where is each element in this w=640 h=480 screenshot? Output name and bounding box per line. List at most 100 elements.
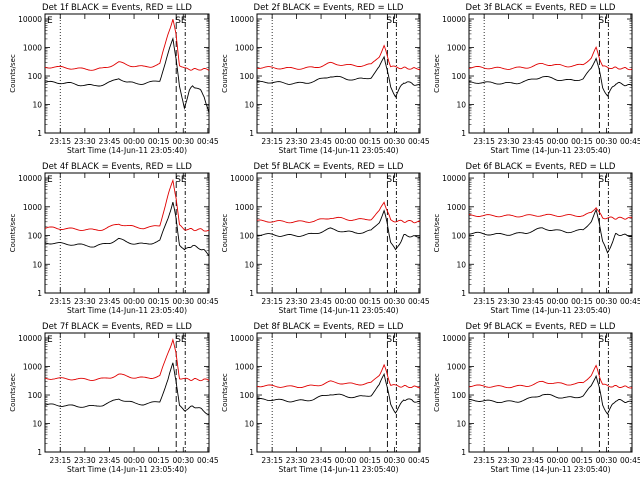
y-tick-label: 100 <box>240 391 255 400</box>
y-tick-label: 10000 <box>18 334 42 343</box>
y-tick-label: 100 <box>28 72 43 81</box>
x-tick-label: 00:45 <box>197 456 219 465</box>
plot-frame <box>44 13 210 134</box>
plot-frame <box>44 172 210 294</box>
y-tick-label: 100 <box>28 391 43 400</box>
x-tick-label: 23:30 <box>74 297 96 306</box>
x-axis-label: Start Time (14-Jun-11 23:05:40) <box>67 146 187 155</box>
x-tick-label: 23:15 <box>261 456 283 465</box>
x-tick-label: 00:00 <box>335 137 357 146</box>
y-tick-label: 1 <box>461 448 466 457</box>
x-tick-label: 00:45 <box>197 297 219 306</box>
x-tick-label: 00:45 <box>408 137 430 146</box>
x-tick-label: 00:00 <box>123 456 145 465</box>
x-tick-label: 00:30 <box>172 297 194 306</box>
x-tick-label: 23:45 <box>310 137 332 146</box>
x-tick-label: 23:30 <box>498 297 520 306</box>
panel-title: Det 8f BLACK = Events, RED = LLD <box>254 322 404 332</box>
x-tick-label: 00:00 <box>123 297 145 306</box>
x-tick-label: 23:30 <box>74 456 96 465</box>
y-tick-label: 1 <box>249 289 254 298</box>
panel-title: Det 2f BLACK = Events, RED = LLD <box>254 3 404 13</box>
x-tick-label: 00:15 <box>148 456 170 465</box>
x-tick-label: 23:45 <box>99 137 121 146</box>
x-tick-label: 23:30 <box>286 297 308 306</box>
x-tick-label: 00:15 <box>571 137 593 146</box>
y-tick-label: 10 <box>32 260 42 269</box>
y-axis-label: Counts/sec <box>433 373 441 412</box>
panel-det-4: Det 4f BLACK = Events, RED = LLD 1 10 100 10… <box>9 162 219 315</box>
panel-title: Det 9f BLACK = Events, RED = LLD <box>466 322 616 332</box>
y-axis-label: Counts/sec <box>9 214 17 253</box>
x-tick-label: 00:45 <box>408 297 430 306</box>
plot-frame <box>44 332 210 453</box>
x-tick-label: 23:45 <box>522 456 544 465</box>
x-tick-label: 00:30 <box>596 456 618 465</box>
panel-title: Det 1f BLACK = Events, RED = LLD <box>42 3 192 13</box>
y-tick-label: 10 <box>244 101 254 110</box>
y-tick-label: 1 <box>461 129 466 138</box>
y-tick-label: 100 <box>452 72 467 81</box>
x-tick-label: 23:15 <box>473 297 495 306</box>
y-tick-label: 10000 <box>442 334 466 343</box>
corner-flag: E <box>47 335 53 345</box>
y-tick-label: 1000 <box>447 44 466 53</box>
top-flags: SL <box>386 335 397 345</box>
series-events <box>468 374 633 415</box>
x-tick-label: 00:15 <box>148 137 170 146</box>
panel-det-7: Det 7f BLACK = Events, RED = LLD 1 10 100 10… <box>9 322 219 474</box>
top-flags: SL <box>598 16 609 26</box>
x-tick-label: 23:15 <box>49 137 71 146</box>
top-flags: SE <box>175 175 187 185</box>
corner-flag: E <box>47 16 53 26</box>
y-tick-label: 10000 <box>442 174 466 183</box>
y-tick-label: 10 <box>456 260 466 269</box>
x-tick-label: 00:30 <box>596 137 618 146</box>
plot-frame <box>468 332 633 453</box>
x-tick-label: 00:15 <box>571 297 593 306</box>
x-tick-label: 00:30 <box>384 456 406 465</box>
panel-title: Det 5f BLACK = Events, RED = LLD <box>254 162 404 172</box>
plot-frame <box>468 13 633 134</box>
top-flags: SE <box>175 16 187 26</box>
x-tick-label: 23:45 <box>99 456 121 465</box>
panel-title: Det 4f BLACK = Events, RED = LLD <box>42 162 192 172</box>
series-lld <box>468 207 633 220</box>
y-tick-label: 10 <box>244 260 254 269</box>
x-tick-label: 00:30 <box>172 456 194 465</box>
series-events <box>256 372 421 414</box>
x-tick-label: 00:30 <box>172 137 194 146</box>
x-tick-label: 23:15 <box>49 456 71 465</box>
panel-det-1: Det 1f BLACK = Events, RED = LLD 1 10 100 10… <box>9 3 219 155</box>
top-flags: SL <box>386 16 397 26</box>
y-tick-label: 1 <box>37 448 42 457</box>
y-tick-label: 10000 <box>230 174 254 183</box>
x-tick-label: 00:45 <box>197 137 219 146</box>
panel-title: Det 3f BLACK = Events, RED = LLD <box>466 3 616 13</box>
x-tick-label: 00:15 <box>148 297 170 306</box>
series-events <box>44 201 210 256</box>
y-tick-label: 1 <box>37 129 42 138</box>
x-tick-label: 23:30 <box>286 137 308 146</box>
panel-det-8: Det 8f BLACK = Events, RED = LLD 1 10 100 10… <box>221 322 430 474</box>
y-tick-label: 1 <box>37 289 42 298</box>
y-tick-label: 100 <box>240 72 255 81</box>
x-tick-label: 00:30 <box>384 297 406 306</box>
y-axis-label: Counts/sec <box>9 54 17 93</box>
y-tick-label: 10 <box>32 420 42 429</box>
y-axis-label: Counts/sec <box>221 54 229 93</box>
top-flags: SL <box>598 175 609 185</box>
y-tick-label: 1000 <box>23 363 42 372</box>
plot-frame <box>256 332 421 453</box>
y-tick-label: 1 <box>461 289 466 298</box>
top-flags: SE <box>175 335 187 345</box>
x-axis-label: Start Time (14-Jun-11 23:05:40) <box>491 465 611 474</box>
x-axis-label: Start Time (14-Jun-11 23:05:40) <box>279 465 399 474</box>
corner-flag: E <box>47 175 53 185</box>
y-tick-label: 10 <box>456 420 466 429</box>
plot-frame <box>256 172 421 294</box>
y-axis-label: Counts/sec <box>221 373 229 412</box>
x-tick-label: 23:45 <box>310 297 332 306</box>
x-tick-label: 23:15 <box>261 297 283 306</box>
